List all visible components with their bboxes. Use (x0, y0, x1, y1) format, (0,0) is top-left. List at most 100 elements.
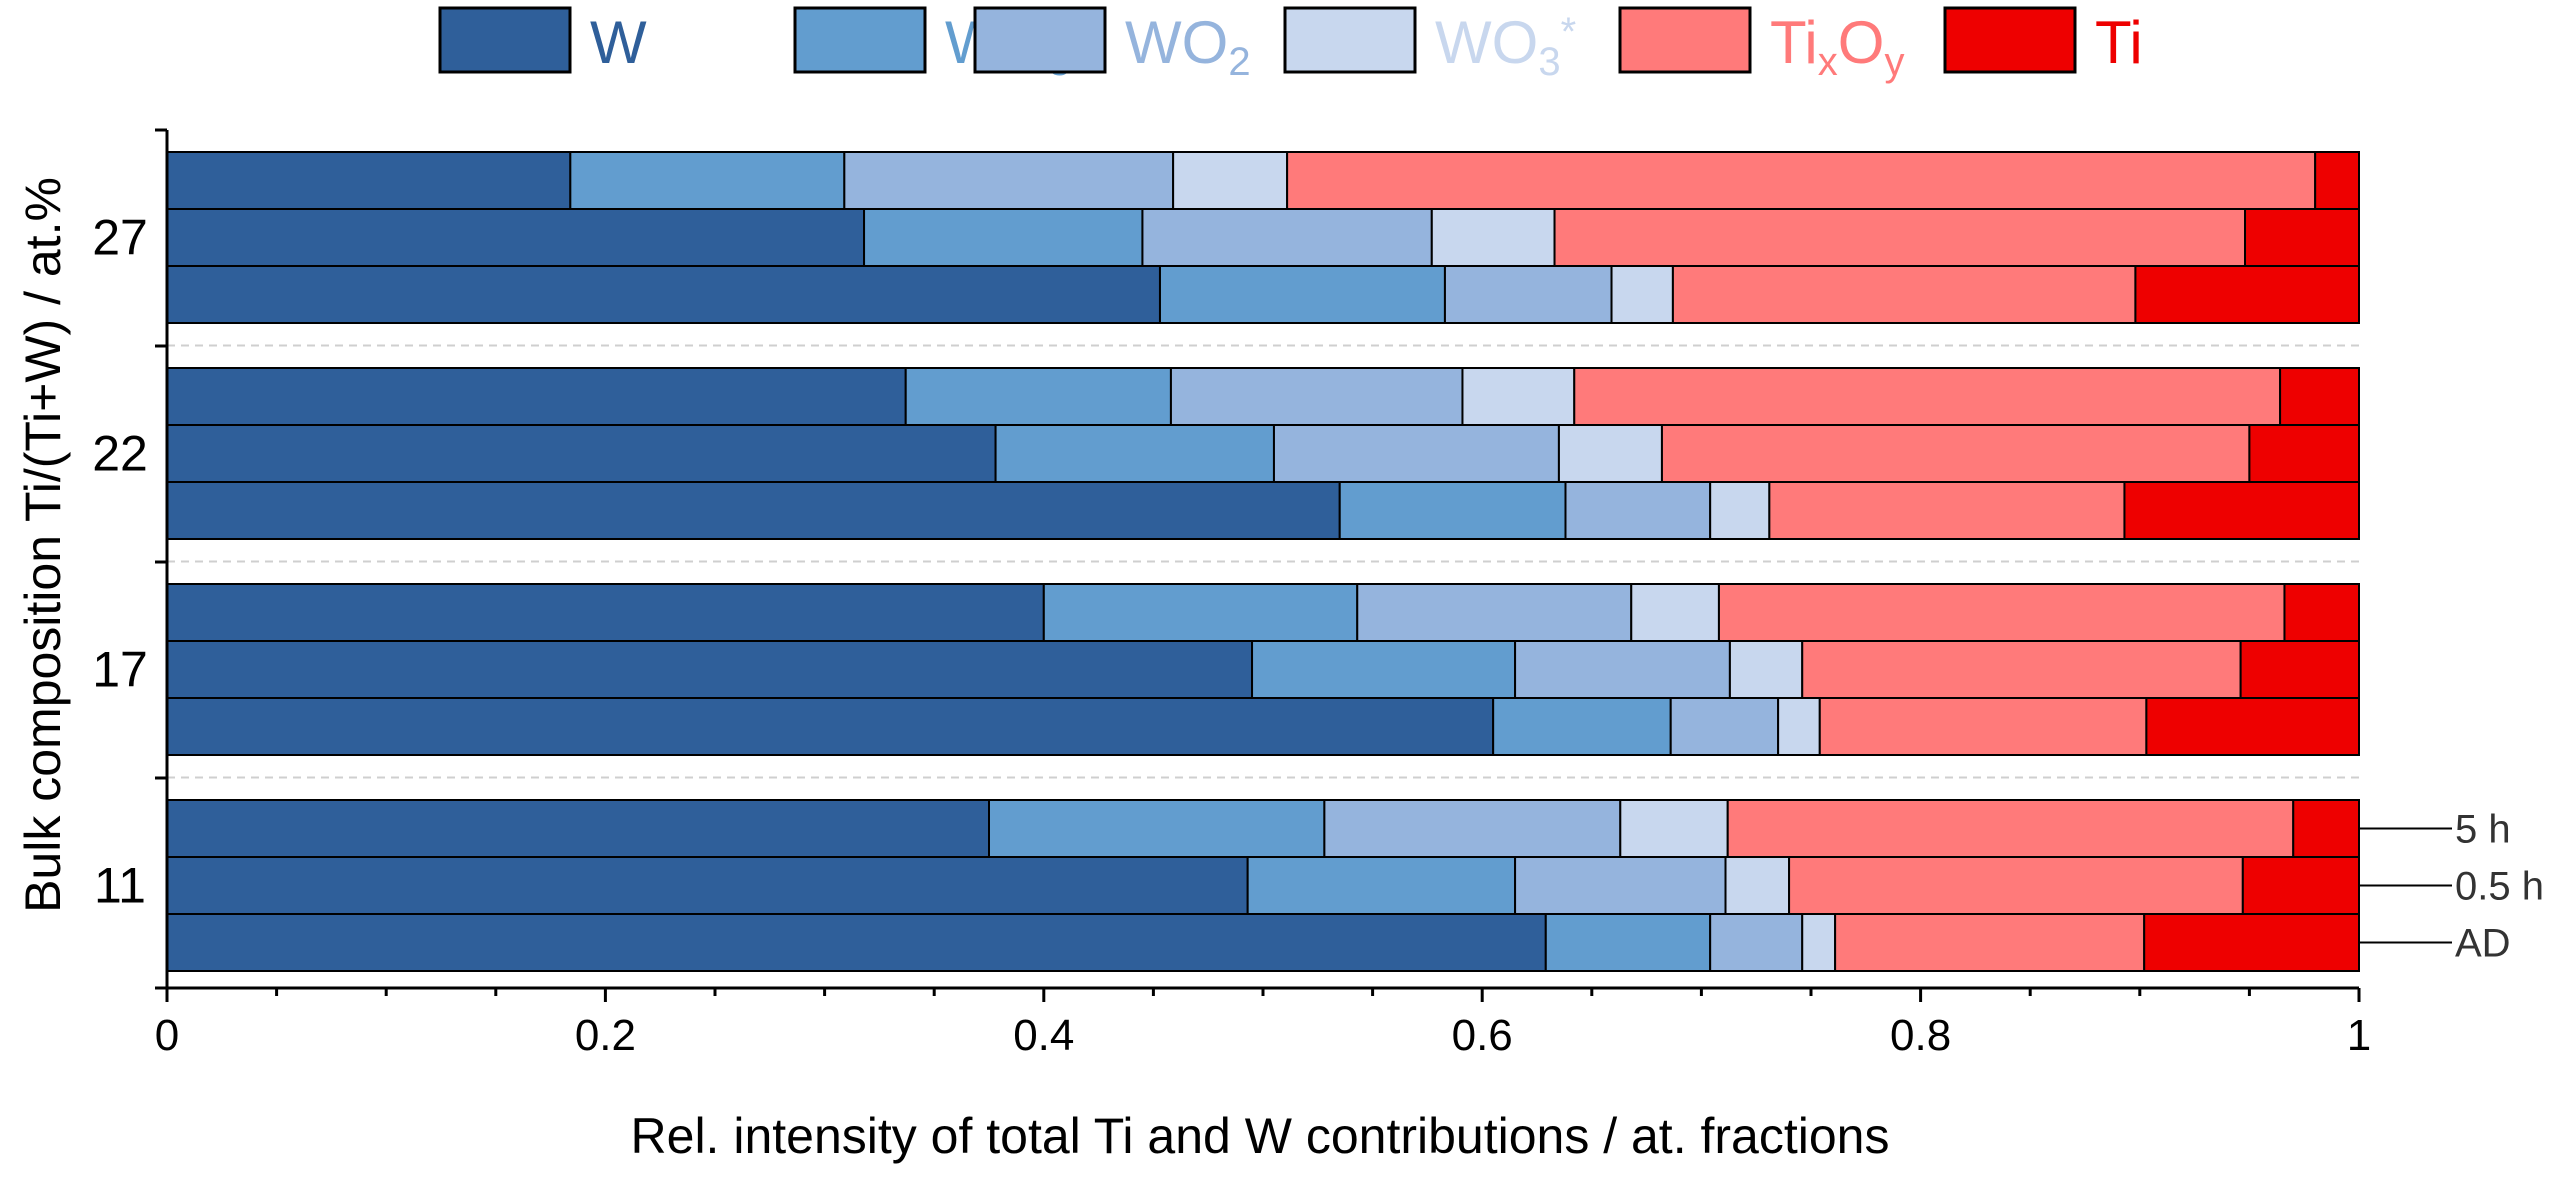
x-axis-title: Rel. intensity of total Ti and W contrib… (631, 1108, 1890, 1164)
bar-segment-17-05h-TixOy (1801, 640, 2242, 699)
bar-segment-11-05h-WO2 (1514, 856, 1727, 915)
legend-label-WO3s: WO3* (1435, 9, 1576, 84)
bar-segment-17-05h-W (166, 640, 1254, 699)
bar-segment-11-AD-WO2 (1709, 913, 1804, 972)
bar-segment-11-05h-TixOy (1788, 856, 2244, 915)
bar-segment-27-AD-WO3s (1610, 265, 1674, 324)
bar-segment-11-5h-WO3s (1619, 799, 1729, 858)
bar-segment-17-AD-W (166, 697, 1495, 756)
bar-segment-22-05h-WO3s (1557, 424, 1663, 483)
y-group-label-17: 17 (92, 642, 148, 698)
bar-segment-27-05h-WO3s (1430, 208, 1556, 267)
bar-segment-22-AD-WO3s (1709, 481, 1771, 540)
bar-segment-17-5h-WO2 (1356, 583, 1633, 642)
bar-segment-22-5h-WO3s (1461, 367, 1576, 426)
axes: 27 22 17 11 5 h 0.5 h AD 0 0.2 0.4 0.6 0.8 1 (92, 128, 2544, 1060)
bar-segment-17-5h-W (166, 583, 1045, 642)
row-label-5h: 5 h (2455, 808, 2511, 852)
bar-segment-27-05h-TixOy (1553, 208, 2247, 267)
bar-segment-17-05h-WO2 (1514, 640, 1731, 699)
bar-segment-11-5h-WO2 (1323, 799, 1622, 858)
bar-segment-17-AD-WO3 (1492, 697, 1672, 756)
bar-segment-27-05h-WO2 (1141, 208, 1433, 267)
bar-segment-27-05h-WO3 (863, 208, 1144, 267)
bar-segment-17-AD-Ti (2145, 697, 2360, 756)
bar-segment-22-AD-TixOy (1768, 481, 2126, 540)
bar-segment-22-05h-TixOy (1660, 424, 2251, 483)
x-tick-label: 0.8 (1890, 1011, 1951, 1060)
bar-segment-11-05h-W (166, 856, 1249, 915)
bar-segment-17-AD-WO3s (1777, 697, 1821, 756)
legend-label-W: W (590, 9, 647, 76)
x-tick-label: 0.2 (575, 1011, 636, 1060)
bar-segment-22-5h-W (166, 367, 907, 426)
y-axis-title: Bulk composition Ti/(Ti+W) / at.% (15, 177, 71, 913)
bar-segment-27-AD-TixOy (1671, 265, 2137, 324)
bar-segment-27-05h-Ti (2244, 208, 2361, 267)
x-tick-label: 1 (2347, 1011, 2371, 1060)
bar-segment-27-5h-WO3 (569, 151, 846, 210)
bar-segment-22-05h-WO2 (1272, 424, 1560, 483)
legend-swatch-WO3 (793, 6, 927, 74)
bar-segment-11-05h-WO3 (1246, 856, 1517, 915)
bar-segment-27-AD-Ti (2134, 265, 2361, 324)
legend-swatch-WO3s (1283, 6, 1417, 74)
x-tick-label: 0.6 (1452, 1011, 1513, 1060)
legend-swatch-W (438, 6, 572, 74)
y-group-label-11: 11 (94, 858, 146, 914)
bar-segment-11-AD-Ti (2143, 913, 2361, 972)
bar-segment-22-AD-Ti (2123, 481, 2361, 540)
bar-segment-11-AD-WO3s (1801, 913, 1837, 972)
bar-segment-17-05h-Ti (2239, 640, 2361, 699)
bar-segment-22-AD-WO2 (1564, 481, 1712, 540)
bar-segment-11-5h-TixOy (1726, 799, 2295, 858)
bar-segment-17-5h-TixOy (1717, 583, 2286, 642)
y-group-label-27: 27 (92, 210, 148, 266)
bar-segment-22-5h-TixOy (1573, 367, 2282, 426)
bar-segment-11-AD-WO3 (1544, 913, 1712, 972)
bar-segment-22-05h-Ti (2248, 424, 2360, 483)
bar-segment-22-05h-WO3 (994, 424, 1275, 483)
bar-segment-17-5h-WO3s (1630, 583, 1720, 642)
bar-segment-22-5h-WO3 (904, 367, 1172, 426)
bar-segment-27-5h-W (166, 151, 572, 210)
bar-segment-17-05h-WO3 (1251, 640, 1517, 699)
bar-segment-27-AD-WO3 (1158, 265, 1446, 324)
bar-segment-17-5h-Ti (2283, 583, 2360, 642)
bar-segment-22-AD-W (166, 481, 1341, 540)
bar-segment-11-05h-WO3s (1724, 856, 1791, 915)
legend-label-WO2: WO2 (1125, 9, 1251, 84)
bar-segment-11-5h-W (166, 799, 990, 858)
legend-label-Ti: Ti (2095, 9, 2143, 76)
bar-segment-27-5h-WO2 (843, 151, 1175, 210)
legend-swatch-Ti (1943, 6, 2077, 74)
bar-segment-11-05h-Ti (2241, 856, 2360, 915)
bar-segment-22-5h-Ti (2279, 367, 2360, 426)
x-tick-label: 0 (155, 1011, 179, 1060)
legend-swatch-WO2 (973, 6, 1107, 74)
bar-segment-22-AD-WO3 (1338, 481, 1567, 540)
bar-segment-17-05h-WO3s (1728, 640, 1804, 699)
bar-segment-27-AD-WO2 (1443, 265, 1613, 324)
y-group-label-22: 22 (92, 426, 148, 482)
row-label-AD: AD (2455, 922, 2511, 966)
bar-segment-22-5h-WO2 (1169, 367, 1464, 426)
bar-segment-11-5h-Ti (2292, 799, 2360, 858)
bar-segment-11-AD-W (166, 913, 1547, 972)
bar-segment-17-5h-WO3 (1042, 583, 1359, 642)
bar-segment-27-5h-WO3s (1172, 151, 1289, 210)
bar-segment-27-5h-Ti (2314, 151, 2360, 210)
legend-swatch-TixOy (1618, 6, 1752, 74)
bar-segment-27-5h-TixOy (1286, 151, 2317, 210)
bar-segment-27-05h-W (166, 208, 866, 267)
bar-segment-11-AD-TixOy (1834, 913, 2146, 972)
x-tick-label: 0.4 (1013, 1011, 1074, 1060)
bar-segment-22-05h-W (166, 424, 997, 483)
bar-segment-17-AD-TixOy (1818, 697, 2148, 756)
legend-label-TixOy: TixOy (1770, 9, 1904, 84)
bar-segment-11-5h-WO3 (988, 799, 1326, 858)
bars (166, 151, 2361, 972)
row-label-05h: 0.5 h (2455, 865, 2544, 909)
bar-segment-27-AD-W (166, 265, 1161, 324)
